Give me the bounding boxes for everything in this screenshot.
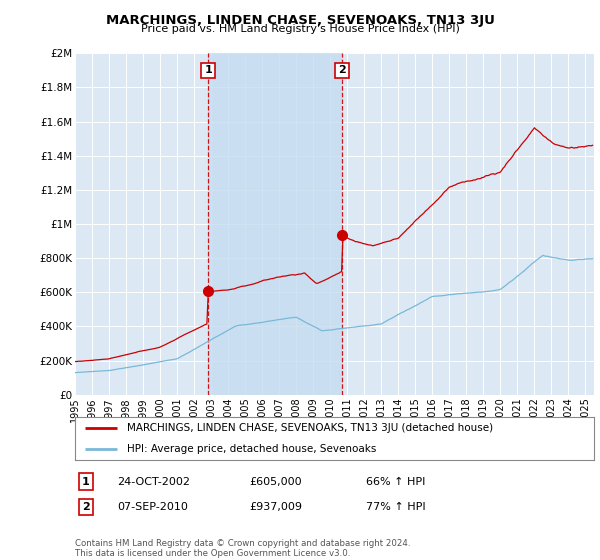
Text: 24-OCT-2002: 24-OCT-2002 — [117, 477, 190, 487]
Bar — [208, 53, 342, 395]
Text: 66% ↑ HPI: 66% ↑ HPI — [366, 477, 425, 487]
Text: This data is licensed under the Open Government Licence v3.0.: This data is licensed under the Open Gov… — [75, 549, 350, 558]
Text: MARCHINGS, LINDEN CHASE, SEVENOAKS, TN13 3JU (detached house): MARCHINGS, LINDEN CHASE, SEVENOAKS, TN13… — [127, 423, 493, 433]
Text: 2: 2 — [338, 66, 346, 75]
Text: £605,000: £605,000 — [249, 477, 302, 487]
Text: MARCHINGS, LINDEN CHASE, SEVENOAKS, TN13 3JU: MARCHINGS, LINDEN CHASE, SEVENOAKS, TN13… — [106, 14, 494, 27]
Text: 07-SEP-2010: 07-SEP-2010 — [117, 502, 188, 512]
Text: £937,009: £937,009 — [249, 502, 302, 512]
Text: 77% ↑ HPI: 77% ↑ HPI — [366, 502, 425, 512]
Text: 2: 2 — [82, 502, 89, 512]
Text: 1: 1 — [82, 477, 89, 487]
Text: HPI: Average price, detached house, Sevenoaks: HPI: Average price, detached house, Seve… — [127, 444, 376, 454]
Text: 1: 1 — [204, 66, 212, 75]
Text: Price paid vs. HM Land Registry's House Price Index (HPI): Price paid vs. HM Land Registry's House … — [140, 24, 460, 34]
Text: Contains HM Land Registry data © Crown copyright and database right 2024.: Contains HM Land Registry data © Crown c… — [75, 539, 410, 548]
